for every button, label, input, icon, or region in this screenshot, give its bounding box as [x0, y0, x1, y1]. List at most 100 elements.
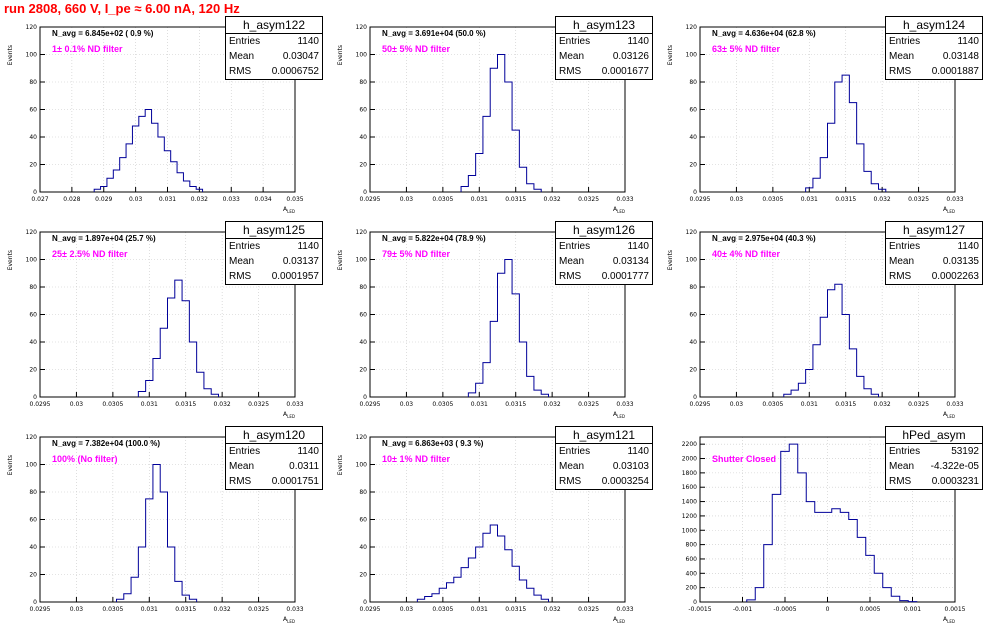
x-tick-label: 0.032	[544, 606, 561, 613]
y-tick-label: 80	[29, 284, 37, 291]
stats-value: 0.03103	[613, 459, 649, 474]
stats-title: hPed_asym	[886, 427, 982, 444]
y-tick-label: 80	[29, 79, 37, 86]
histogram-bin	[490, 68, 497, 192]
histogram-bin	[468, 393, 475, 397]
y-tick-label: 60	[29, 517, 37, 524]
y-tick-label: 80	[689, 79, 697, 86]
y-tick-label: 120	[26, 24, 38, 31]
histogram-bin	[126, 144, 132, 192]
y-tick-label: 120	[686, 24, 698, 31]
x-tick-label: 0.03	[730, 401, 744, 408]
stats-key: Mean	[559, 459, 584, 474]
stats-row-mean: Mean-4.322e-05	[886, 459, 982, 474]
x-tick-label: 0.0305	[432, 196, 453, 203]
stats-value: 0.0001677	[602, 64, 649, 79]
stats-value: 1140	[957, 239, 979, 254]
histogram-bin	[483, 363, 490, 397]
y-tick-label: 2200	[682, 441, 697, 448]
y-tick-label: 600	[686, 556, 698, 563]
stats-value: 0.03135	[943, 254, 979, 269]
filter-label: Shutter Closed	[712, 454, 776, 464]
histogram-series	[117, 465, 197, 603]
y-tick-label: 20	[29, 367, 37, 374]
y-tick-label: 1600	[682, 484, 697, 491]
y-tick-label: 0	[363, 394, 367, 401]
y-tick-label: 100	[356, 462, 368, 469]
filter-label: 50± 5% ND filter	[382, 44, 450, 54]
stats-title: h_asym126	[556, 222, 652, 239]
y-axis-label: Events	[7, 455, 14, 475]
histogram-bin	[534, 390, 541, 397]
y-tick-label: 20	[689, 162, 697, 169]
x-tick-label: 0.033	[946, 401, 963, 408]
histogram-bin	[177, 173, 183, 192]
stats-value: 1140	[627, 239, 649, 254]
histogram-bin	[828, 123, 835, 192]
y-tick-label: 120	[26, 229, 38, 236]
y-tick-label: 100	[356, 52, 368, 59]
stats-value: 0.0001887	[932, 64, 979, 79]
y-tick-label: 120	[26, 434, 38, 441]
y-tick-label: 100	[26, 257, 38, 264]
x-tick-label: 0.028	[63, 196, 80, 203]
y-tick-label: 60	[359, 107, 367, 114]
stats-key: Entries	[229, 34, 260, 49]
histogram-bin	[871, 184, 878, 192]
histogram-bin	[454, 577, 461, 602]
stats-key: RMS	[889, 474, 911, 489]
histogram-bin	[138, 392, 145, 398]
histogram-bin	[183, 181, 189, 192]
x-tick-label: 0.0305	[432, 401, 453, 408]
stats-value: 0.0001751	[272, 474, 319, 489]
x-axis-label: ALED	[943, 616, 955, 624]
x-tick-label: 0.032	[214, 401, 231, 408]
histogram-bin	[857, 144, 864, 192]
y-tick-label: 40	[359, 134, 367, 141]
histogram-bin	[820, 158, 827, 192]
histogram-bin	[146, 499, 153, 602]
x-tick-label: 0.034	[255, 196, 272, 203]
x-tick-label: 0.0325	[578, 401, 599, 408]
stats-key: Entries	[889, 34, 920, 49]
y-tick-label: 2000	[682, 456, 697, 463]
x-tick-label: 0.0325	[908, 401, 929, 408]
histogram-bin	[857, 537, 866, 602]
histogram-bin	[468, 558, 475, 602]
y-tick-label: 0	[33, 394, 37, 401]
y-tick-label: 40	[689, 339, 697, 346]
stats-title: h_asym125	[226, 222, 322, 239]
histogram-bin	[798, 383, 805, 397]
y-tick-label: 60	[689, 312, 697, 319]
x-tick-label: 0.032	[544, 401, 561, 408]
stats-key: Mean	[889, 459, 914, 474]
stats-key: Entries	[889, 444, 920, 459]
x-tick-label: 0.031	[801, 401, 818, 408]
y-tick-label: 100	[26, 52, 38, 59]
x-tick-label: 0.033	[946, 196, 963, 203]
stats-key: Entries	[559, 239, 590, 254]
histogram-bin	[190, 187, 196, 193]
x-tick-label: 0.0295	[30, 401, 51, 408]
histogram-bin	[483, 533, 490, 602]
histogram-bin	[835, 284, 842, 397]
x-tick-label: 0.0305	[102, 401, 123, 408]
histogram-bin	[883, 588, 892, 602]
y-tick-label: 1200	[682, 513, 697, 520]
histogram-bin	[828, 290, 835, 397]
x-tick-label: 0.032	[874, 196, 891, 203]
histogram-bin	[864, 389, 871, 397]
y-tick-label: 60	[29, 107, 37, 114]
x-tick-label: 0.031	[159, 196, 176, 203]
